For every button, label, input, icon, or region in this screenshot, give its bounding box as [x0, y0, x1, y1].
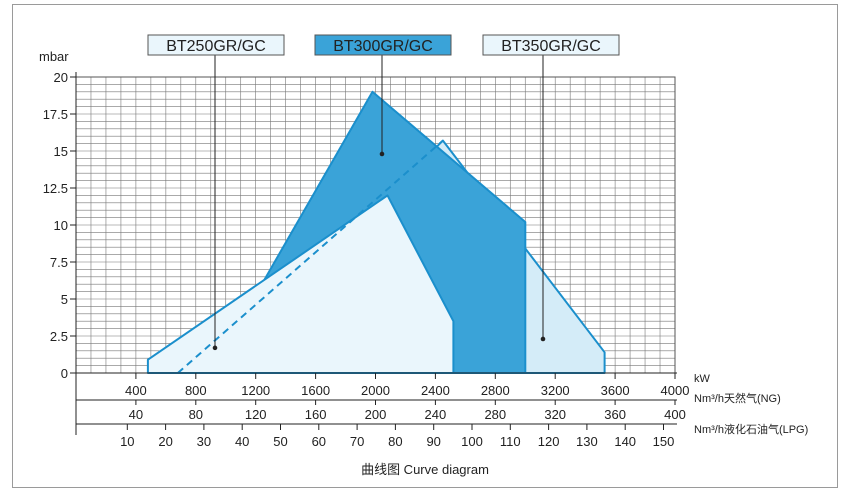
y-tick-label: 5	[61, 292, 68, 307]
legend-leader-dot	[540, 336, 546, 342]
kw-tick-label: 1600	[301, 383, 330, 398]
y-tick-label: 12.5	[43, 181, 68, 196]
lpg-tick-label: 90	[426, 434, 440, 449]
lpg-tick-label: 80	[388, 434, 402, 449]
y-tick-label: 15	[54, 144, 68, 159]
lpg-tick-label: 130	[576, 434, 598, 449]
legend-bt300-label: BT300GR/GC	[333, 38, 433, 55]
y-tick-label: 2.5	[50, 329, 68, 344]
legend-bt250-label: BT250GR/GC	[166, 38, 266, 55]
kw-tick-label: 1200	[241, 383, 270, 398]
y-tick-label: 10	[54, 218, 68, 233]
ng-tick-label: 320	[544, 407, 566, 422]
lpg-tick-label: 40	[235, 434, 249, 449]
chart-caption: 曲线图 Curve diagram	[361, 462, 489, 477]
lpg-tick-label: 50	[273, 434, 287, 449]
legend-bt250-box	[147, 34, 285, 56]
ng-tick-label: 160	[305, 407, 327, 422]
y-tick-label: 20	[54, 70, 68, 85]
lpg-tick-label: 140	[614, 434, 636, 449]
y-tick-label: 7.5	[50, 255, 68, 270]
legend-bt300-box	[314, 34, 452, 56]
ng-tick-label: 240	[425, 407, 447, 422]
curve-diagram-chart: 20 17.5 15 12.5 10 7.5 5 2.5 0 mbar 400 800 1200 1600…	[39, 34, 808, 477]
legend-bt350-label: BT350GR/GC	[501, 38, 601, 55]
ng-tick-label: 360	[604, 407, 626, 422]
lpg-tick-label: 100	[461, 434, 483, 449]
lpg-tick-label: 150	[653, 434, 675, 449]
kw-tick-label: 400	[125, 383, 147, 398]
lpg-tick-label: 20	[158, 434, 172, 449]
kw-tick-label: 800	[185, 383, 207, 398]
lpg-tick-label: 10	[120, 434, 134, 449]
ng-tick-label: 200	[365, 407, 387, 422]
kw-tick-label: 2000	[361, 383, 390, 398]
dashed-boundary-line	[177, 139, 444, 374]
kw-tick-label: 2800	[481, 383, 510, 398]
lpg-unit-label: Nm³/h液化石油气(LPG)	[694, 422, 808, 436]
legend-leader-dot	[379, 151, 385, 157]
kw-unit-label: kW	[694, 373, 711, 385]
kw-tick-label: 3600	[601, 383, 630, 398]
lpg-tick-label: 70	[350, 434, 364, 449]
kw-tick-label: 4000	[661, 383, 690, 398]
kw-tick-label: 2400	[421, 383, 450, 398]
y-tick-label: 0	[61, 366, 68, 381]
lpg-tick-label: 30	[197, 434, 211, 449]
y-axis-unit-label: mbar	[39, 49, 69, 64]
lpg-tick-label: 110	[500, 434, 521, 449]
chart-frame: 20 17.5 15 12.5 10 7.5 5 2.5 0 mbar 400 800 1200 1600…	[12, 4, 838, 488]
ng-tick-label: 400	[664, 407, 686, 422]
ng-tick-label: 80	[189, 407, 203, 422]
lpg-tick-label: 60	[312, 434, 326, 449]
lpg-tick-label: 120	[538, 434, 560, 449]
ng-unit-label: Nm³/h天然气(NG)	[694, 391, 781, 405]
legend-bt350-box	[482, 34, 620, 56]
ng-tick-label: 120	[245, 407, 267, 422]
legend-leader-dot	[212, 345, 218, 351]
y-tick-label: 17.5	[43, 107, 68, 122]
ng-tick-label: 280	[484, 407, 506, 422]
ng-tick-label: 40	[129, 407, 143, 422]
kw-tick-label: 3200	[541, 383, 570, 398]
